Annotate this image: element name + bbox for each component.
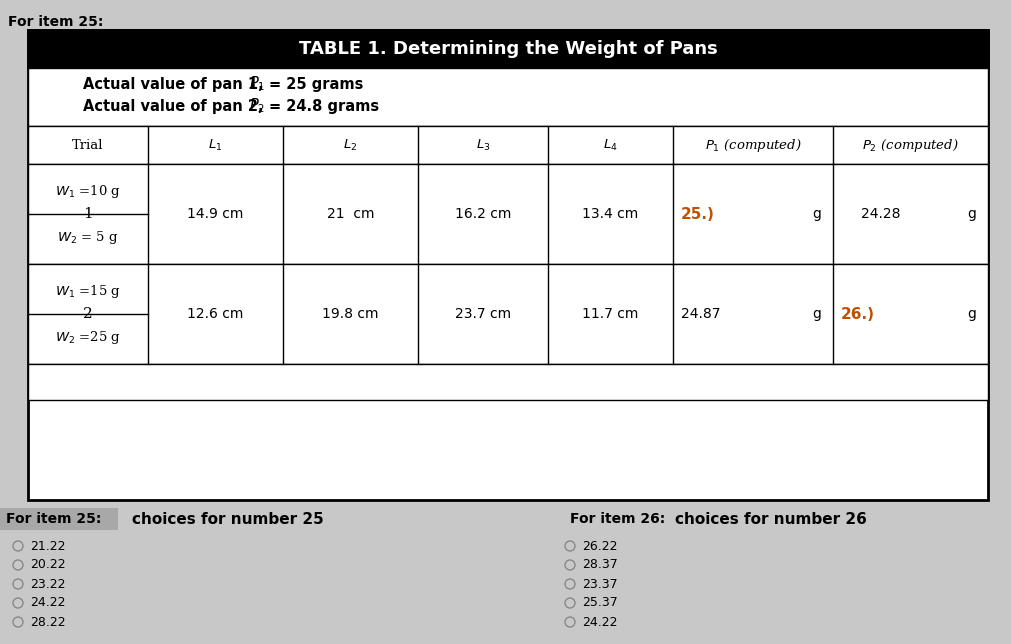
Text: $W_1$ =10 g: $W_1$ =10 g	[55, 182, 121, 200]
Text: $P_1$ (computed): $P_1$ (computed)	[705, 137, 802, 153]
Text: 24.22: 24.22	[582, 616, 618, 629]
Bar	[0, 508, 118, 530]
Text: 16.2 cm: 16.2 cm	[455, 207, 512, 221]
Text: 26.22: 26.22	[582, 540, 618, 553]
Text: 21  cm: 21 cm	[327, 207, 374, 221]
Text: g: g	[968, 207, 976, 221]
Bar	[28, 164, 988, 264]
Text: = 25 grams: = 25 grams	[269, 77, 363, 91]
Bar	[28, 30, 988, 500]
Text: 25.): 25.)	[681, 207, 715, 222]
Text: 1: 1	[83, 207, 93, 221]
Text: g: g	[812, 207, 821, 221]
Text: 19.8 cm: 19.8 cm	[323, 307, 379, 321]
Text: $W_2$ = 5 g: $W_2$ = 5 g	[58, 229, 119, 245]
Text: choices for number 25: choices for number 25	[132, 511, 324, 527]
Text: 21.22: 21.22	[30, 540, 66, 553]
Text: choices for number 26: choices for number 26	[675, 511, 866, 527]
Text: 24.22: 24.22	[30, 596, 66, 609]
Text: For item 26:: For item 26:	[570, 512, 665, 526]
Text: For item 25:: For item 25:	[8, 15, 103, 29]
Text: 23.7 cm: 23.7 cm	[455, 307, 512, 321]
Text: 20.22: 20.22	[30, 558, 66, 571]
Bar	[28, 30, 988, 68]
Text: 2: 2	[83, 307, 93, 321]
Text: 26.): 26.)	[841, 307, 875, 321]
Text: Actual value of pan 1,: Actual value of pan 1,	[83, 77, 264, 91]
Text: g: g	[812, 307, 821, 321]
Text: 24.87: 24.87	[681, 307, 721, 321]
Text: 28.37: 28.37	[582, 558, 618, 571]
Text: $L_2$: $L_2$	[344, 137, 358, 153]
Text: 14.9 cm: 14.9 cm	[187, 207, 244, 221]
Bar	[28, 264, 988, 364]
Text: $L_1$: $L_1$	[208, 137, 222, 153]
Text: $W_1$ =15 g: $W_1$ =15 g	[55, 283, 121, 299]
Text: 13.4 cm: 13.4 cm	[582, 207, 639, 221]
Text: 28.22: 28.22	[30, 616, 66, 629]
Text: 23.22: 23.22	[30, 578, 66, 591]
Text: $P_2$ (computed): $P_2$ (computed)	[862, 137, 958, 153]
Text: 24.28: 24.28	[861, 207, 901, 221]
Text: 12.6 cm: 12.6 cm	[187, 307, 244, 321]
Text: Trial: Trial	[72, 138, 104, 151]
Text: Actual value of pan 2,: Actual value of pan 2,	[83, 99, 264, 113]
Text: $L_3$: $L_3$	[476, 137, 490, 153]
Bar	[28, 364, 988, 400]
Text: TABLE 1. Determining the Weight of Pans: TABLE 1. Determining the Weight of Pans	[298, 40, 718, 58]
Text: = 24.8 grams: = 24.8 grams	[269, 99, 379, 113]
Text: $P_1$: $P_1$	[249, 75, 265, 93]
Text: For item 25:: For item 25:	[6, 512, 101, 526]
Text: $W_2$ =25 g: $W_2$ =25 g	[55, 328, 121, 345]
Bar	[28, 126, 988, 164]
Text: g: g	[968, 307, 976, 321]
Text: $P_2$: $P_2$	[249, 97, 265, 115]
Text: 23.37: 23.37	[582, 578, 618, 591]
Text: 11.7 cm: 11.7 cm	[582, 307, 639, 321]
Bar	[28, 68, 988, 126]
Text: 25.37: 25.37	[582, 596, 618, 609]
Text: $L_4$: $L_4$	[604, 137, 618, 153]
